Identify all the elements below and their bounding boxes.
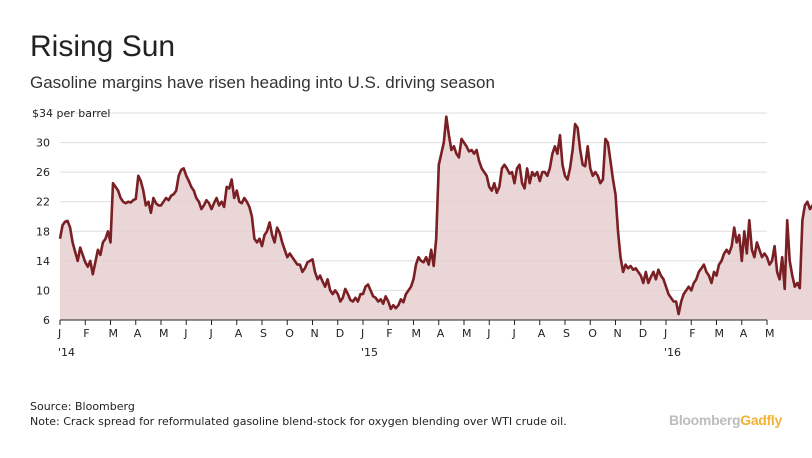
- x-tick-label: J: [486, 327, 490, 340]
- x-year-label: '14: [58, 346, 75, 359]
- series-line: [58, 115, 812, 316]
- chart-subtitle: Gasoline margins have risen heading into…: [30, 73, 495, 92]
- y-tick-label: 6: [43, 314, 50, 327]
- y-tick-label: 22: [36, 196, 50, 209]
- y-tick-label: 18: [36, 225, 50, 238]
- x-tick-label: A: [235, 327, 243, 340]
- chart-title: Rising Sun: [30, 30, 176, 63]
- x-tick-label: J: [209, 327, 213, 340]
- y-tick-label: 26: [36, 166, 50, 179]
- y-tick-label: 10: [36, 284, 50, 297]
- x-axis-ticks: J '14 F M A M J J A S O N D J '15 F M A M J J A S O N D J '16 F M A M: [57, 320, 775, 359]
- x-tick-label: A: [134, 327, 142, 340]
- source-note: Source: Bloomberg: [30, 400, 135, 413]
- x-tick-label: D: [336, 327, 344, 340]
- x-tick-label: J: [57, 327, 61, 340]
- x-tick-label: A: [740, 327, 748, 340]
- x-tick-label: M: [412, 327, 422, 340]
- x-tick-label: A: [437, 327, 445, 340]
- y-axis-ticks: 6 10 14 18 22 26 30: [36, 137, 50, 327]
- x-tick-label: J: [512, 327, 516, 340]
- x-tick-label: D: [639, 327, 647, 340]
- x-tick-label: F: [689, 327, 695, 340]
- x-tick-label: O: [285, 327, 294, 340]
- y-tick-label: 30: [36, 137, 50, 150]
- x-tick-label: M: [462, 327, 472, 340]
- x-tick-label: F: [83, 327, 89, 340]
- x-tick-label: F: [386, 327, 392, 340]
- x-tick-label: M: [109, 327, 119, 340]
- brand-logo: BloombergGadfly: [669, 412, 782, 428]
- x-tick-label: J: [360, 327, 364, 340]
- brand-part-1: Bloomberg: [669, 412, 741, 428]
- x-tick-label: M: [715, 327, 725, 340]
- y-tick-label: 14: [36, 255, 50, 268]
- x-tick-label: S: [260, 327, 267, 340]
- methodology-note: Note: Crack spread for reformulated gaso…: [30, 415, 567, 428]
- x-tick-label: A: [538, 327, 546, 340]
- x-tick-label: J: [663, 327, 667, 340]
- series-area: [60, 116, 812, 320]
- x-tick-label: O: [588, 327, 597, 340]
- x-tick-label: M: [159, 327, 169, 340]
- brand-part-2: Gadfly: [740, 412, 782, 428]
- x-tick-label: S: [563, 327, 570, 340]
- x-year-label: '15: [361, 346, 378, 359]
- x-year-label: '16: [664, 346, 681, 359]
- x-tick-label: N: [311, 327, 319, 340]
- x-tick-label: N: [614, 327, 622, 340]
- x-tick-label: J: [183, 327, 187, 340]
- y-axis-unit-label: $34 per barrel: [32, 107, 110, 120]
- x-tick-label: M: [765, 327, 775, 340]
